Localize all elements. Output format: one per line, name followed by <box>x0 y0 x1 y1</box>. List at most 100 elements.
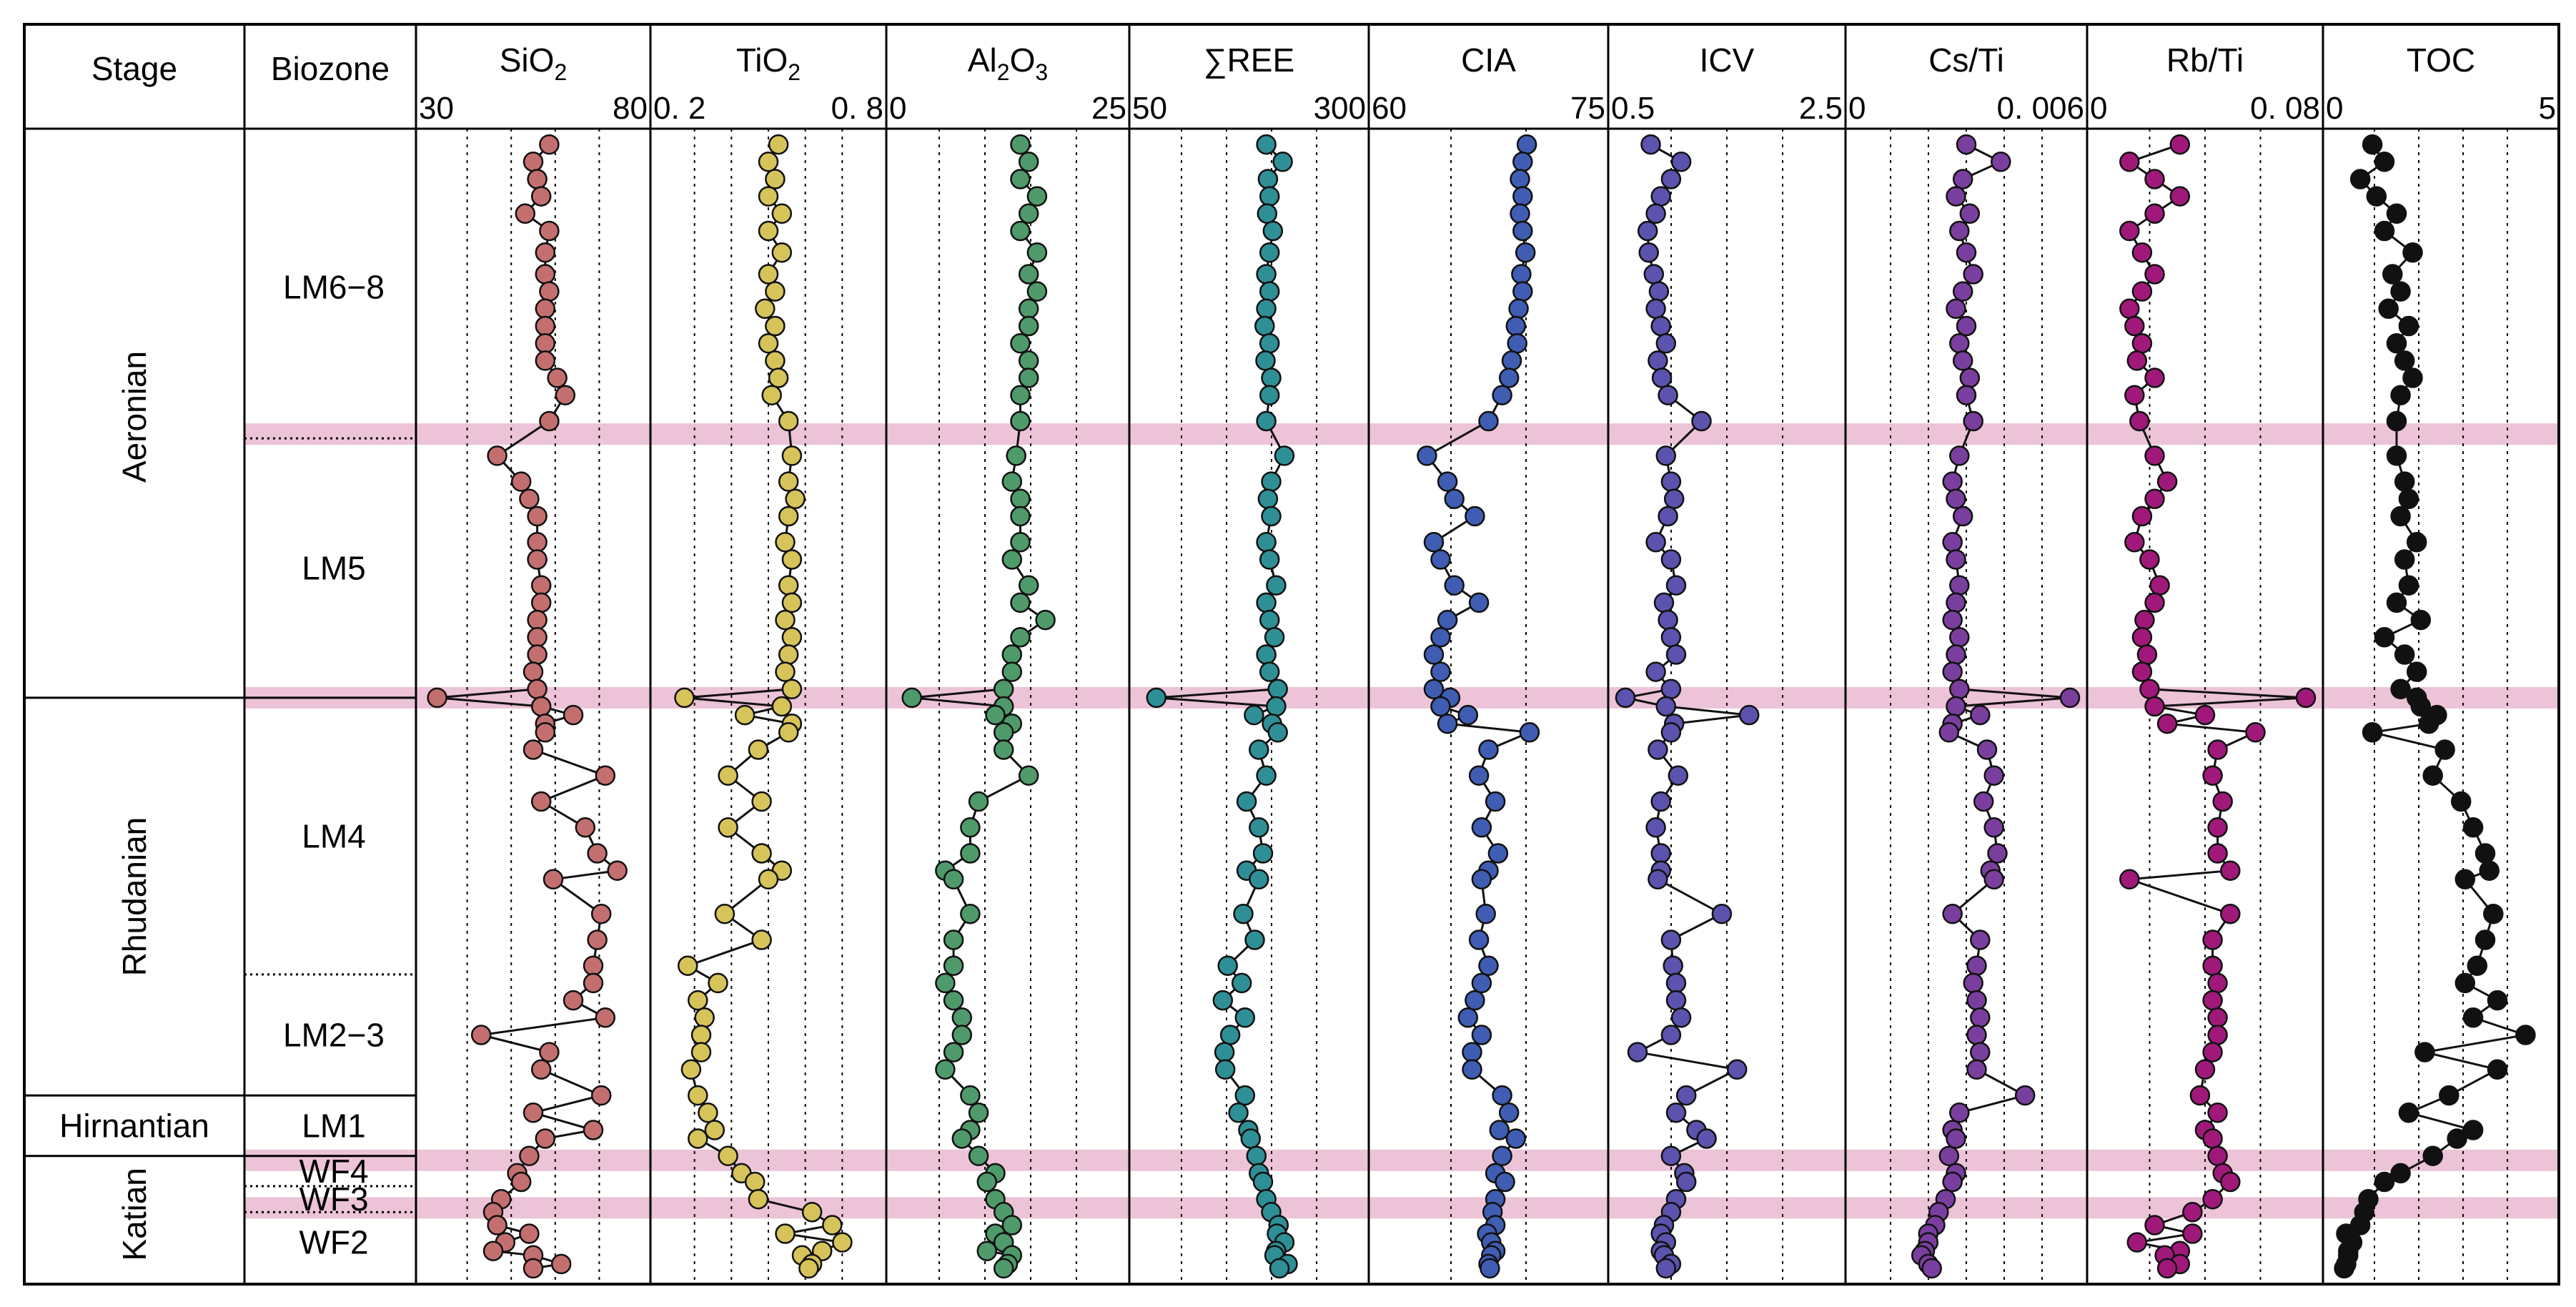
sio2-data-point <box>535 298 556 320</box>
tio2-data-point <box>778 722 799 743</box>
cia-data-point <box>1498 368 1520 388</box>
cia-data-point <box>1492 385 1512 405</box>
csti-data-point <box>2059 687 2081 709</box>
cia-data-point <box>1471 1025 1492 1045</box>
icv-data-point <box>1663 488 1685 510</box>
icv-data-point <box>1663 955 1683 976</box>
ree-data-point <box>1240 1128 1262 1149</box>
ree-series <box>1146 134 1298 1279</box>
rbti-series <box>2119 134 2317 1279</box>
ree-data-point <box>1259 385 1280 405</box>
rbti-data-point <box>2144 592 2165 613</box>
sio2-axis-max-label: 80 <box>613 91 648 126</box>
sio2-data-point <box>587 929 608 950</box>
sio2-data-point <box>527 505 548 527</box>
sio2-data-point <box>583 972 604 994</box>
rbti-data-point <box>2207 972 2228 994</box>
ree-data-point <box>1244 704 1264 726</box>
toc-data-point <box>2454 869 2476 890</box>
tio2-data-point <box>775 661 796 682</box>
csti-data-point <box>1949 1103 1970 1123</box>
sio2-data-point <box>510 471 532 492</box>
csti-data-point <box>1949 220 1970 242</box>
tio2-series <box>674 134 853 1279</box>
icv-series <box>1615 134 1760 1279</box>
tio2-data-point <box>768 368 789 388</box>
tio2-data-point <box>781 592 803 613</box>
tio2-data-point <box>781 445 803 466</box>
icv-data-point <box>1665 972 1687 994</box>
ree-data-point <box>1254 315 1275 337</box>
rbti-data-point <box>2149 575 2170 596</box>
cia-data-point <box>1512 152 1533 172</box>
toc-data-point <box>2475 843 2496 864</box>
al2o3-data-point <box>1010 332 1031 354</box>
al2o3-axis-min-label: 0 <box>889 91 906 126</box>
ree-data-point <box>1256 264 1277 285</box>
toc-data-point <box>2487 990 2508 1011</box>
icv-data-point <box>1660 627 1682 648</box>
tio2-data-point <box>778 644 799 665</box>
cia-series <box>1417 134 1540 1279</box>
rbti-data-point <box>2207 1145 2228 1166</box>
csti-data-point <box>1970 704 1991 726</box>
al2o3-data-point <box>993 722 1014 743</box>
tio2-data-point <box>688 1128 708 1149</box>
rbti-column-title: Rb/Ti <box>2166 41 2244 79</box>
icv-axis-min-label: 0.5 <box>1611 91 1655 126</box>
table-frame <box>23 23 2560 1286</box>
rbti-data-point <box>2202 1128 2223 1149</box>
icv-data-point <box>1665 575 1687 596</box>
csti-data-point <box>1983 817 2004 838</box>
biozone-label-lm4: LM4 <box>302 817 365 854</box>
icv-data-point <box>1648 281 1670 302</box>
toc-data-point <box>2362 134 2383 155</box>
cia-data-point <box>1492 1085 1512 1106</box>
outer-frame <box>23 23 2560 1286</box>
icv-data-point <box>1665 644 1687 665</box>
toc-data-point <box>2410 696 2432 717</box>
icv-data-point <box>1627 1042 1648 1062</box>
al2o3-column-title: Al2O3 <box>968 41 1048 85</box>
rbti-data-point <box>2139 679 2160 700</box>
sio2-data-point <box>527 169 548 189</box>
rbti-data-point <box>2136 644 2158 665</box>
csti-series <box>1911 134 2081 1279</box>
icv-data-point <box>1648 350 1668 371</box>
sio2-data-point <box>535 1128 556 1149</box>
cia-data-point <box>1465 505 1485 527</box>
tio2-data-point <box>751 843 772 864</box>
sio2-data-point <box>535 350 556 371</box>
rbti-data-point <box>2220 1171 2241 1193</box>
stage-label-aeronian: Aeronian <box>116 351 153 483</box>
cia-data-point <box>1516 134 1537 155</box>
toc-data-point <box>2394 549 2415 570</box>
tio2-data-point <box>708 972 728 994</box>
sio2-data-point <box>427 687 447 709</box>
tio2-data-point <box>765 169 786 189</box>
csti-data-point <box>1959 203 1981 225</box>
cia-data-point <box>1478 410 1499 432</box>
al2o3-data-point <box>993 679 1014 700</box>
rbti-data-point <box>2194 1059 2216 1080</box>
al2o3-axis-max-label: 25 <box>1091 91 1126 126</box>
icv-data-point <box>1655 696 1677 717</box>
tio2-data-point <box>765 315 786 337</box>
biozone-label-lm1: LM1 <box>302 1107 365 1144</box>
al2o3-data-point <box>976 1171 998 1193</box>
icv-data-point <box>1650 315 1671 337</box>
icv-data-point <box>1655 332 1677 354</box>
csti-data-point <box>2014 1085 2036 1106</box>
ree-data-point <box>1244 929 1265 950</box>
ree-axis-min-label: 50 <box>1132 91 1167 126</box>
toc-data-point <box>2462 1007 2484 1028</box>
tio2-data-point <box>771 203 793 225</box>
sio2-data-point <box>527 532 548 553</box>
al2o3-data-point <box>968 791 989 812</box>
rbti-data-point <box>2156 713 2178 734</box>
csti-data-point <box>1946 488 1966 510</box>
toc-data-point <box>2349 169 2371 189</box>
rbti-data-point <box>2220 860 2241 881</box>
sio2-data-point <box>527 549 548 570</box>
